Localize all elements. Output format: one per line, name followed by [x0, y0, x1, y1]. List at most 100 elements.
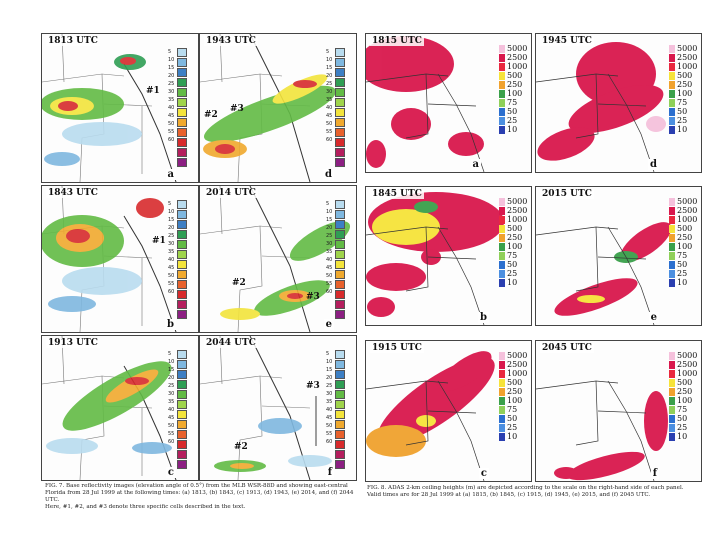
fig7-panel-e-letter: e — [323, 319, 334, 330]
dbz-scale-swatch — [177, 280, 187, 289]
ceiling-scale-swatch — [669, 278, 675, 287]
ceiling-scale-row: 100 — [499, 242, 529, 251]
dbz-scale-swatch — [335, 350, 345, 359]
dbz-scale-label: 55 — [326, 431, 333, 437]
ceiling-scale-row: 2500 — [499, 360, 529, 369]
ceiling-scale-swatch — [669, 360, 675, 369]
ceiling-scale-swatch — [669, 98, 675, 107]
ceiling-scale-row: 1000 — [669, 369, 699, 378]
ceiling-scale-row: 10 — [499, 432, 529, 441]
dbz-scale-label: 50 — [168, 423, 175, 429]
fig7-panel-c-dbz-scale: 5 10 15 20 25 30 35 40 45 50 55 60 — [168, 350, 189, 470]
dbz-scale-label: 35 — [326, 399, 333, 405]
ceiling-scale-row: 250 — [499, 80, 529, 89]
fig7-panel-e-dbz-scale: 5 10 15 20 25 30 35 40 45 50 55 60 — [326, 200, 347, 320]
ceiling-scale-row: 25 — [499, 423, 529, 432]
ceiling-scale-swatch — [669, 260, 675, 269]
dbz-scale-swatch — [335, 430, 345, 439]
ceiling-scale-label: 5000 — [677, 351, 698, 360]
fig8-panel-d-ceiling-scale: 5000 2500 1000 500 250 100 75 50 25 10 — [669, 44, 699, 134]
ceiling-scale-label: 10 — [507, 278, 518, 287]
dbz-scale-label: 45 — [168, 265, 175, 271]
dbz-scale-swatch — [177, 158, 187, 167]
fig7-panel-d-letter: d — [323, 169, 334, 180]
dbz-scale-swatch — [335, 270, 345, 279]
fig8-panel-f-ceiling-scale: 5000 2500 1000 500 250 100 75 50 25 10 — [669, 351, 699, 441]
dbz-scale-swatch — [335, 78, 345, 87]
dbz-scale-swatch — [177, 380, 187, 389]
dbz-scale-label: 10 — [168, 209, 175, 215]
ceiling-scale-row: 50 — [499, 260, 529, 269]
ceiling-scale-label: 250 — [507, 233, 523, 242]
fig7-panel-f: 2044 UTC #3 #2 f 5 10 15 20 25 30 35 40 45 50 55 60 — [199, 335, 357, 481]
dbz-scale-label: 15 — [326, 65, 333, 71]
dbz-scale-label: 40 — [326, 105, 333, 111]
dbz-scale-swatch — [177, 360, 187, 369]
fig8-panel-e-letter: e — [648, 312, 659, 323]
dbz-scale-swatch — [335, 400, 345, 409]
dbz-scale-swatch — [335, 68, 345, 77]
dbz-scale-swatch — [177, 410, 187, 419]
dbz-scale-label: 40 — [168, 105, 175, 111]
dbz-scale-swatch — [335, 260, 345, 269]
ceiling-scale-swatch — [499, 233, 505, 242]
fig8-panel-c-letter: c — [478, 468, 489, 479]
ceiling-scale-label: 100 — [507, 396, 523, 405]
ceiling-scale-swatch — [669, 414, 675, 423]
fig8-panel-d: 1945 UTC d 5000 2500 1000 500 250 100 75 50 25 10 — [535, 33, 702, 173]
dbz-scale-label: 45 — [168, 415, 175, 421]
dbz-scale-label: 15 — [168, 217, 175, 223]
dbz-scale-labels: 5 10 15 20 25 30 35 40 45 50 55 60 — [168, 48, 174, 144]
ceiling-scale-swatch — [499, 125, 505, 134]
ceiling-scale-label: 2500 — [507, 360, 528, 369]
dbz-scale-label: 10 — [326, 209, 333, 215]
fig8-panel-f: 2045 UTC f 5000 2500 1000 500 250 100 75 50 25 10 — [535, 340, 702, 482]
dbz-scale-swatch — [335, 240, 345, 249]
dbz-scale-swatch — [335, 158, 345, 167]
ceiling-scale-row: 50 — [669, 260, 699, 269]
ceiling-scale-swatch — [499, 71, 505, 80]
ceiling-scale-row: 500 — [669, 378, 699, 387]
fig8-panel-b-ceiling-scale: 5000 2500 1000 500 250 100 75 50 25 10 — [499, 197, 529, 287]
dbz-scale-label: 25 — [168, 233, 175, 239]
dbz-scale-swatch — [177, 58, 187, 67]
ceiling-scale-label: 1000 — [677, 369, 698, 378]
fig8-panel-d-time: 1945 UTC — [540, 36, 594, 46]
dbz-scale-swatch — [177, 148, 187, 157]
fig8-panel-a-map — [366, 36, 485, 172]
ceiling-scale-label: 100 — [507, 242, 523, 251]
ceiling-scale-label: 25 — [507, 423, 518, 432]
ceiling-scale-row: 250 — [669, 387, 699, 396]
ceiling-scale-swatch — [499, 215, 505, 224]
ceiling-scale-row: 2500 — [499, 53, 529, 62]
dbz-scale-label: 60 — [326, 289, 333, 295]
ceiling-scale-row: 500 — [499, 71, 529, 80]
ceiling-scale-swatch — [669, 396, 675, 405]
dbz-scale-labels: 5 10 15 20 25 30 35 40 45 50 55 60 — [168, 350, 174, 446]
fig8-panel-e: 2015 UTC e 5000 2500 1000 500 250 100 75 50 25 10 — [535, 186, 702, 326]
ceiling-scale-row: 75 — [669, 405, 699, 414]
fig7-panel-c-time: 1913 UTC — [46, 338, 100, 348]
ceiling-scale-swatch — [669, 107, 675, 116]
fig7-caption-line-1: FIG. 7. Base reflectivity images (elevat… — [45, 483, 348, 489]
dbz-scale-label: 45 — [326, 265, 333, 271]
ceiling-scale-label: 5000 — [507, 44, 528, 53]
dbz-scale-swatch — [335, 370, 345, 379]
ceiling-scale-label: 10 — [677, 432, 688, 441]
dbz-scale-label: 40 — [168, 407, 175, 413]
ceiling-scale-label: 1000 — [507, 369, 528, 378]
ceiling-scale-row: 5000 — [499, 44, 529, 53]
figure-7: 1813 UTC #1 a 5 10 15 20 25 30 35 40 45 50 55 60 19… — [41, 33, 357, 518]
ceiling-scale-row: 5000 — [669, 44, 699, 53]
fig7-panel-e-map — [200, 186, 351, 332]
ceiling-scale-row: 1000 — [499, 215, 529, 224]
dbz-scale-label: 35 — [326, 97, 333, 103]
dbz-scale-label: 20 — [326, 225, 333, 231]
fig7-panel-a-map — [42, 34, 177, 182]
dbz-scale-swatch — [177, 240, 187, 249]
ceiling-scale-row: 100 — [669, 396, 699, 405]
dbz-scale-label: 50 — [326, 121, 333, 127]
fig8-panel-f-time: 2045 UTC — [540, 343, 594, 353]
ceiling-scale-label: 250 — [507, 387, 523, 396]
ceiling-scale-swatch — [499, 107, 505, 116]
